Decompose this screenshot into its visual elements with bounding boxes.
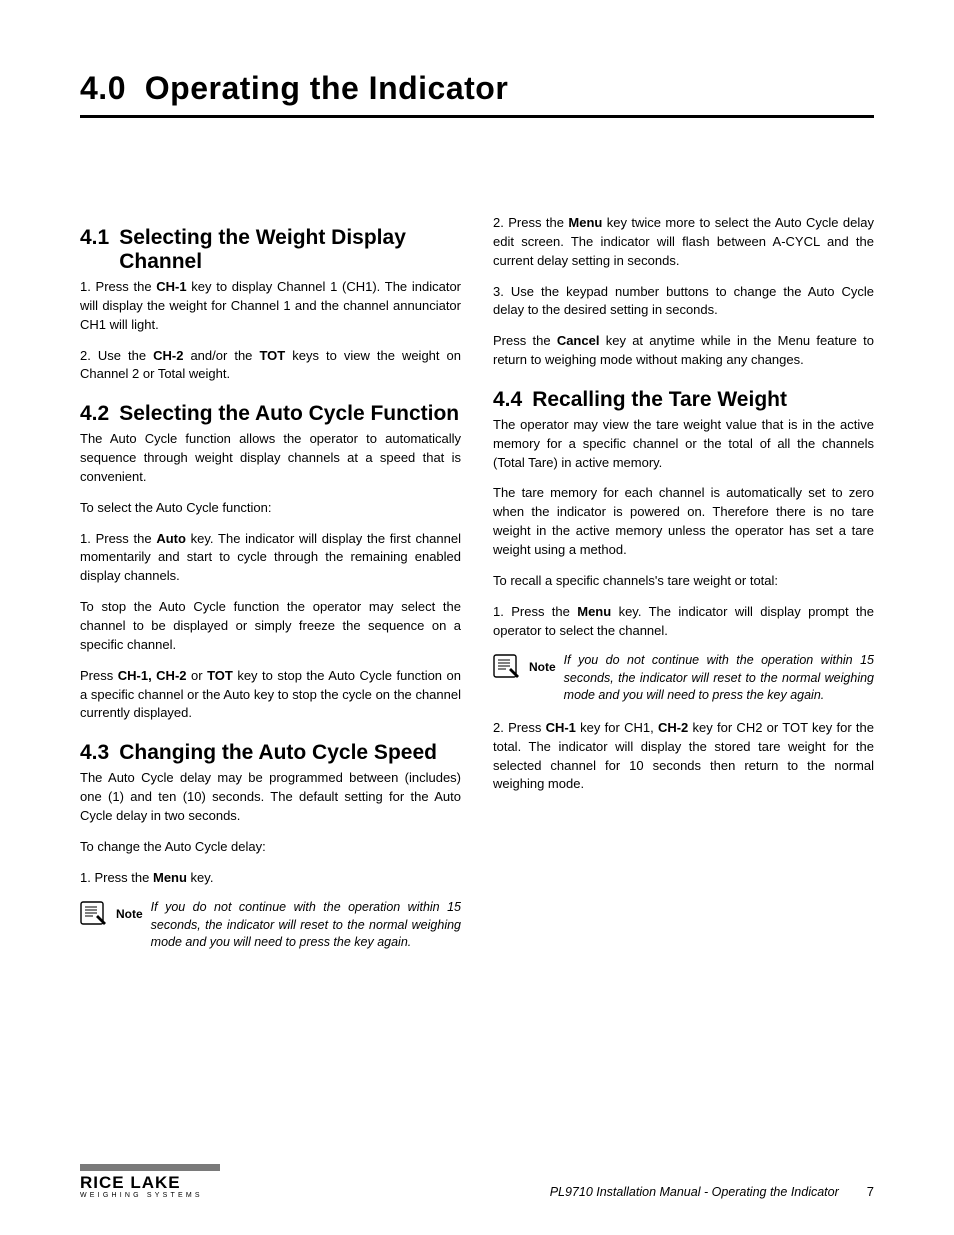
note-text: If you do not continue with the operatio… (564, 652, 874, 705)
key-label: Menu (568, 215, 602, 230)
text: 1. Press the (80, 531, 156, 546)
section-name: Changing the Auto Cycle Speed (119, 741, 461, 765)
logo-sub-text: WEIGHING SYSTEMS (80, 1192, 220, 1199)
page: 4.0 Operating the Indicator 4.1 Selectin… (0, 0, 954, 1235)
footer-right: PL9710 Installation Manual - Operating t… (550, 1184, 874, 1199)
text: key. (187, 870, 214, 885)
logo-bar (80, 1164, 220, 1171)
note-label: Note (116, 907, 143, 921)
text: 2. Press (493, 720, 546, 735)
section-name: Selecting the Weight Display Channel (119, 226, 461, 274)
footer-doc-title: PL9710 Installation Manual - Operating t… (550, 1185, 839, 1199)
logo-main-text: RICE LAKE (80, 1173, 220, 1193)
note-icon (493, 652, 521, 685)
paragraph: The tare memory for each channel is auto… (493, 484, 874, 559)
two-column-layout: 4.1 Selecting the Weight Display Channel… (80, 208, 874, 966)
paragraph: To select the Auto Cycle function: (80, 499, 461, 518)
key-label: Auto (156, 531, 186, 546)
page-number: 7 (867, 1184, 874, 1199)
footer-logo: RICE LAKE WEIGHING SYSTEMS (80, 1164, 220, 1199)
key-label: CH-1 (546, 720, 576, 735)
section-4-2-title: 4.2 Selecting the Auto Cycle Function (80, 402, 461, 426)
section-4-1-title: 4.1 Selecting the Weight Display Channel (80, 226, 461, 274)
note-block: Note If you do not continue with the ope… (493, 652, 874, 705)
paragraph: 1. Press the Menu key. The indicator wil… (493, 603, 874, 641)
note-label: Note (529, 660, 556, 674)
key-label: TOT (259, 348, 285, 363)
section-number: 4.3 (80, 741, 109, 765)
key-label: CH-2 (153, 348, 183, 363)
key-label: Cancel (557, 333, 600, 348)
text: Press (80, 668, 118, 683)
text: 1. Press the (493, 604, 577, 619)
chapter-title: 4.0 Operating the Indicator (80, 70, 874, 107)
page-footer: RICE LAKE WEIGHING SYSTEMS PL9710 Instal… (80, 1164, 874, 1199)
text: Press the (493, 333, 557, 348)
note-block: Note If you do not continue with the ope… (80, 899, 461, 952)
text: key for CH1, (576, 720, 658, 735)
paragraph: 2. Use the CH-2 and/or the TOT keys to v… (80, 347, 461, 385)
paragraph: To stop the Auto Cycle function the oper… (80, 598, 461, 655)
paragraph: 1. Press the Menu key. (80, 869, 461, 888)
section-number: 4.2 (80, 402, 109, 426)
note-icon (80, 899, 108, 932)
section-number: 4.1 (80, 226, 109, 274)
text: and/or the (183, 348, 259, 363)
key-label: CH-1, CH-2 (118, 668, 187, 683)
section-name: Recalling the Tare Weight (532, 388, 874, 412)
chapter-name: Operating the Indicator (145, 70, 509, 106)
text: 2. Use the (80, 348, 153, 363)
text: or (187, 668, 208, 683)
paragraph: The Auto Cycle delay may be programmed b… (80, 769, 461, 826)
right-column: 2. Press the Menu key twice more to sele… (493, 208, 874, 966)
section-4-3-title: 4.3 Changing the Auto Cycle Speed (80, 741, 461, 765)
paragraph: Press CH-1, CH-2 or TOT key to stop the … (80, 667, 461, 724)
key-label: CH-2 (658, 720, 688, 735)
paragraph: The operator may view the tare weight va… (493, 416, 874, 473)
key-label: Menu (153, 870, 187, 885)
section-4-4-title: 4.4 Recalling the Tare Weight (493, 388, 874, 412)
chapter-number: 4.0 (80, 70, 126, 106)
section-name: Selecting the Auto Cycle Function (119, 402, 461, 426)
text: 2. Press the (493, 215, 568, 230)
paragraph: 3. Use the keypad number buttons to chan… (493, 283, 874, 321)
paragraph: 1. Press the CH-1 key to display Channel… (80, 278, 461, 335)
paragraph: The Auto Cycle function allows the opera… (80, 430, 461, 487)
text: 1. Press the (80, 279, 156, 294)
paragraph: To change the Auto Cycle delay: (80, 838, 461, 857)
text: 1. Press the (80, 870, 153, 885)
paragraph: 2. Press the Menu key twice more to sele… (493, 214, 874, 271)
left-column: 4.1 Selecting the Weight Display Channel… (80, 208, 461, 966)
paragraph: Press the Cancel key at anytime while in… (493, 332, 874, 370)
note-text: If you do not continue with the operatio… (151, 899, 461, 952)
key-label: CH-1 (156, 279, 186, 294)
paragraph: 2. Press CH-1 key for CH1, CH-2 key for … (493, 719, 874, 794)
section-number: 4.4 (493, 388, 522, 412)
key-label: Menu (577, 604, 611, 619)
paragraph: 1. Press the Auto key. The indicator wil… (80, 530, 461, 587)
key-label: TOT (207, 668, 233, 683)
chapter-rule (80, 115, 874, 118)
paragraph: To recall a specific channels's tare wei… (493, 572, 874, 591)
